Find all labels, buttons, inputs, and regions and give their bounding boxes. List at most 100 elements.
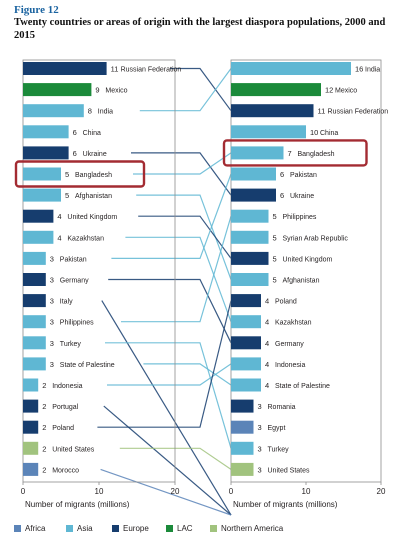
category-label-2000-portugal: Portugal xyxy=(52,404,79,411)
bar-2000-india xyxy=(23,104,84,118)
connector-pakistan xyxy=(111,173,232,259)
category-label-2015-bangladesh: Bangladesh xyxy=(298,151,335,158)
bar-2000-italy xyxy=(23,294,46,308)
category-label-2015-philippines: Philippines xyxy=(283,214,317,221)
highlight-box-2015 xyxy=(222,139,368,167)
category-label-2015-india: India xyxy=(365,67,380,74)
connector-state-of-palestine xyxy=(143,363,232,386)
legend-item-northern-america: Northern America xyxy=(210,524,283,533)
category-label-2000-mexico: Mexico xyxy=(105,88,127,95)
value-label-2000-united-kingdom: 4 xyxy=(57,212,61,221)
connector-indonesia xyxy=(107,363,232,386)
category-label-2000-china: China xyxy=(83,130,101,137)
bar-2015-india xyxy=(231,62,351,75)
value-label-2000-turkey: 3 xyxy=(50,339,54,348)
bar-2015-romania xyxy=(231,399,254,413)
category-label-2000-poland: Poland xyxy=(52,425,74,432)
category-label-2000-morocco: Morocco xyxy=(52,467,79,474)
category-label-2000-germany: Germany xyxy=(60,278,89,285)
value-label-2000-kazakhstan: 4 xyxy=(57,233,61,242)
bar-2000-ukraine xyxy=(23,146,69,160)
connector-united-states xyxy=(119,447,232,470)
bar-2015-state-of-palestine xyxy=(231,378,261,392)
value-label-2000-portugal: 2 xyxy=(42,402,46,411)
plot-frame-2000 xyxy=(22,59,176,483)
category-label-2015-united-states: United States xyxy=(268,467,311,474)
bar-2015-indonesia xyxy=(231,357,261,371)
value-label-2015-india: 16 xyxy=(355,65,363,74)
connector-germany xyxy=(108,278,232,344)
connector-portugal xyxy=(103,405,232,516)
connector-india xyxy=(139,68,232,112)
category-label-2015-indonesia: Indonesia xyxy=(275,362,305,369)
connector-italy xyxy=(101,300,232,516)
bar-2000-bangladesh xyxy=(23,167,61,181)
category-label-2015-syrian-arab-republic: Syrian Arab Republic xyxy=(283,235,349,242)
category-label-2000-russian-federation: Russian Federation xyxy=(121,67,182,74)
bar-2015-afghanistan xyxy=(231,273,269,286)
legend-label-northern-america: Northern America xyxy=(221,524,284,533)
value-label-2000-russian-federation: 11 xyxy=(111,65,119,74)
category-label-2000-kazakhstan: Kazakhstan xyxy=(67,235,104,242)
category-label-2000-afghanistan: Afghanistan xyxy=(75,193,112,200)
connector-philippines xyxy=(121,216,232,323)
bar-2015-ukraine xyxy=(231,188,276,202)
bar-2000-philippines xyxy=(23,315,46,329)
bar-2015-syrian-arab-republic xyxy=(231,230,269,244)
legend-label-africa: Africa xyxy=(25,524,46,533)
plot-frame-2015 xyxy=(230,59,382,483)
bar-2015-bangladesh xyxy=(231,146,284,160)
connector-poland xyxy=(97,300,232,428)
bar-2015-mexico xyxy=(231,83,321,97)
bar-2015-united-states xyxy=(231,462,254,476)
bar-2000-russian-federation xyxy=(23,62,107,75)
value-label-2015-egypt: 3 xyxy=(258,423,262,432)
bar-2015-kazakhstan xyxy=(231,315,261,329)
bar-2000-morocco xyxy=(23,462,39,476)
category-label-2015-kazakhstan: Kazakhstan xyxy=(275,320,312,327)
category-label-2000-turkey: Turkey xyxy=(60,341,82,348)
value-label-2015-germany: 4 xyxy=(265,339,269,348)
category-label-2000-india: India xyxy=(98,109,113,116)
value-label-2000-mexico: 9 xyxy=(95,86,99,95)
value-label-2015-afghanistan: 5 xyxy=(273,276,277,285)
value-label-2000-italy: 3 xyxy=(50,297,54,306)
legend-swatch-asia xyxy=(66,525,73,532)
legend-item-africa: Africa xyxy=(14,524,45,533)
legend-item-asia: Asia xyxy=(66,524,93,533)
value-label-2000-united-states: 2 xyxy=(42,444,46,453)
value-label-2015-state-of-palestine: 4 xyxy=(265,381,269,390)
x-tick-label-2000-20: 20 xyxy=(171,487,180,496)
bar-2000-portugal xyxy=(23,399,39,413)
category-label-2015-mexico: Mexico xyxy=(335,88,357,95)
category-label-2015-pakistan: Pakistan xyxy=(290,172,317,179)
category-label-2000-state-of-palestine: State of Palestine xyxy=(60,362,115,369)
category-label-2015-russian-federation: Russian Federation xyxy=(328,109,389,116)
category-label-2015-turkey: Turkey xyxy=(268,446,290,453)
value-label-2015-china: 10 xyxy=(310,128,318,137)
value-label-2015-bangladesh: 7 xyxy=(288,149,292,158)
connector-morocco xyxy=(100,468,232,516)
value-label-2000-morocco: 2 xyxy=(42,465,46,474)
x-tick-label-2000-10: 10 xyxy=(95,487,104,496)
legend-swatch-europe xyxy=(112,525,119,532)
value-label-2015-turkey: 3 xyxy=(258,444,262,453)
bar-2015-turkey xyxy=(231,441,254,455)
category-label-2000-united-states: United States xyxy=(52,446,95,453)
value-label-2000-state-of-palestine: 3 xyxy=(50,360,54,369)
figure-label: Figure 12 xyxy=(14,4,59,16)
legend-label-europe: Europe xyxy=(123,524,149,533)
x-axis-label-2000: Number of migrants (millions) xyxy=(25,500,130,509)
connector-united-kingdom xyxy=(138,215,232,259)
legend-label-asia: Asia xyxy=(77,524,93,533)
connector-bangladesh xyxy=(133,152,232,175)
rank-connector-lines xyxy=(97,67,232,516)
value-label-2000-indonesia: 2 xyxy=(42,381,46,390)
bar-2000-germany xyxy=(23,273,46,286)
value-label-2015-poland: 4 xyxy=(265,297,269,306)
bar-2000-united-states xyxy=(23,441,39,455)
category-label-2000-ukraine: Ukraine xyxy=(83,151,107,158)
legend-item-lac: LAC xyxy=(166,524,193,533)
value-label-2000-china: 6 xyxy=(73,128,77,137)
